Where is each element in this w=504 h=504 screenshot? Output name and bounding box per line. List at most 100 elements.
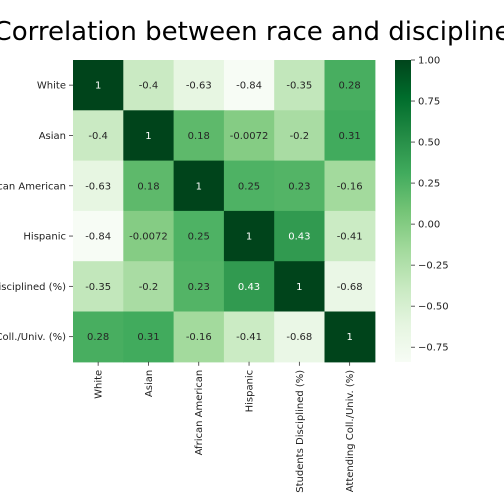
heatmap-cell: [274, 60, 326, 111]
heatmap-cell-label: -0.16: [186, 332, 212, 343]
heatmap-cell-label: 1: [145, 131, 151, 142]
heatmap-cell-label: -0.35: [85, 282, 111, 293]
heatmap-cell: [223, 110, 275, 162]
heatmap-cell-label: 0.31: [137, 332, 159, 343]
heatmap-cell-label: -0.84: [236, 81, 262, 92]
heatmap-cell-label: 0.18: [188, 131, 210, 142]
colorbar-tick-label: 0.75: [418, 97, 440, 108]
heatmap-cell: [123, 311, 175, 363]
x-tick-label: Attending Coll./Univ. (%): [345, 370, 356, 493]
heatmap-cell: [173, 261, 225, 313]
y-tick-label: Attending Coll./Univ. (%): [0, 332, 66, 343]
heatmap-cell: [324, 210, 376, 262]
heatmap-cell-label: 1: [346, 332, 352, 343]
heatmap-cell-label: 0.23: [288, 181, 310, 192]
colorbar-tick-label: 0.00: [418, 220, 440, 231]
heatmap-cell-label: -0.63: [85, 181, 111, 192]
heatmap-cell: [223, 60, 275, 111]
colorbar-ticks: 1.00 0.75 0.50 0.25 0.00 −0.25 −0.50 −0.75: [411, 56, 449, 354]
heatmap-cell-label: -0.4: [88, 131, 108, 142]
colorbar-tick-label: 0.50: [418, 138, 440, 149]
heatmap-cell-label: -0.41: [337, 232, 363, 243]
heatmap-cell-label: -0.2: [290, 131, 310, 142]
heatmap-cell: [173, 311, 225, 363]
heatmap-cell: [123, 60, 175, 111]
heatmap-cell-label: 1: [95, 81, 101, 92]
heatmap-cell: [123, 261, 175, 313]
heatmap-cell-label: -0.63: [186, 81, 212, 92]
colorbar-gradient: [395, 60, 411, 362]
heatmap-cell: [324, 110, 376, 162]
heatmap-cell-label: -0.4: [139, 81, 159, 92]
heatmap-cell-label: -0.2: [139, 282, 159, 293]
heatmap-cell-label: -0.16: [337, 181, 363, 192]
heatmap-cell: [223, 261, 275, 313]
heatmap-cell-label: 0.18: [137, 181, 159, 192]
heatmap-cell-label: -0.84: [85, 232, 111, 243]
heatmap-cell-label: -0.41: [236, 332, 262, 343]
heatmap-cell-label: -0.0072: [129, 232, 168, 243]
heatmap-cell-label: -0.35: [286, 81, 312, 92]
y-tick-label: African American: [0, 181, 66, 192]
colorbar-tick-label: −0.50: [418, 302, 449, 313]
heatmap-cell: [173, 160, 225, 212]
heatmap-cell: [274, 110, 326, 162]
colorbar-tick-label: −0.75: [418, 343, 449, 354]
colorbar: 1.00 0.75 0.50 0.25 0.00 −0.25 −0.50 −0.75: [395, 56, 449, 362]
heatmap-cell: [274, 160, 326, 212]
heatmap-cell: [223, 160, 275, 212]
heatmap-cell-label: -0.68: [286, 332, 312, 343]
x-tick-label: Students Disciplined (%): [295, 370, 306, 493]
heatmap-cell-label: 0.43: [238, 282, 260, 293]
heatmap-cell-label: 0.25: [188, 232, 210, 243]
heatmap-cell: [274, 261, 326, 313]
heatmap-cell: [123, 110, 175, 162]
heatmap-cell: [73, 210, 124, 262]
heatmap-cell: [324, 160, 376, 212]
heatmap-cell-label: 0.28: [87, 332, 109, 343]
heatmap-cell: [324, 261, 376, 313]
heatmap-cell: [123, 210, 175, 262]
y-axis-tick-labels: White Asian African American Hispanic Studen…: [0, 81, 73, 343]
heatmap-cell: [173, 210, 225, 262]
heatmap-cell: [324, 60, 376, 111]
heatmap-cell-label: 1: [196, 181, 202, 192]
heatmap-cell: [173, 110, 225, 162]
heatmap-cell-label: 0.23: [188, 282, 210, 293]
heatmap-cell-label: -0.68: [337, 282, 363, 293]
colorbar-tick-label: 1.00: [418, 56, 440, 67]
heatmap-cell-label: -0.0072: [230, 131, 269, 142]
heatmap-cell-label: 1: [296, 282, 302, 293]
heatmap-cell: [274, 210, 326, 262]
heatmap-cell: [223, 210, 275, 262]
heatmap-cell: [324, 311, 376, 363]
y-tick-label: Asian: [39, 131, 66, 142]
colorbar-tick-label: 0.25: [418, 179, 440, 190]
x-tick-label: Hispanic: [245, 370, 256, 413]
heatmap-cell: [73, 160, 124, 212]
heatmap-cell: [173, 60, 225, 111]
y-tick-label: Hispanic: [23, 232, 66, 243]
x-tick-label: Asian: [144, 370, 155, 397]
heatmap-cell: [73, 311, 124, 363]
x-axis-tick-labels: White Asian African American Hispanic Studen…: [94, 361, 356, 493]
heatmap-cell-label: 0.25: [238, 181, 260, 192]
heatmap-cells: 1 -0.4 -0.63 -0.84 -0.35 0.28-0.4 1 0.18 -0.0072…: [73, 60, 376, 363]
heatmap-cell: [73, 60, 124, 111]
heatmap-cell: [123, 160, 175, 212]
heatmap-cell: [274, 311, 326, 363]
heatmap-cell: [223, 311, 275, 363]
colorbar-tick-label: −0.25: [418, 261, 449, 272]
heatmap-cell-label: 0.43: [288, 232, 310, 243]
heatmap-cell-label: 0.28: [339, 81, 361, 92]
heatmap-cell: [73, 261, 124, 313]
x-tick-label: African American: [194, 370, 205, 456]
heatmap-cell: [73, 110, 124, 162]
x-tick-label: White: [94, 370, 105, 399]
chart-title: Correlation between race and discipline: [0, 17, 504, 47]
heatmap-cell-label: 0.31: [339, 131, 361, 142]
heatmap-cell-label: 1: [246, 232, 252, 243]
y-tick-label: White: [37, 81, 66, 92]
y-tick-label: Students Disciplined (%): [0, 282, 66, 293]
